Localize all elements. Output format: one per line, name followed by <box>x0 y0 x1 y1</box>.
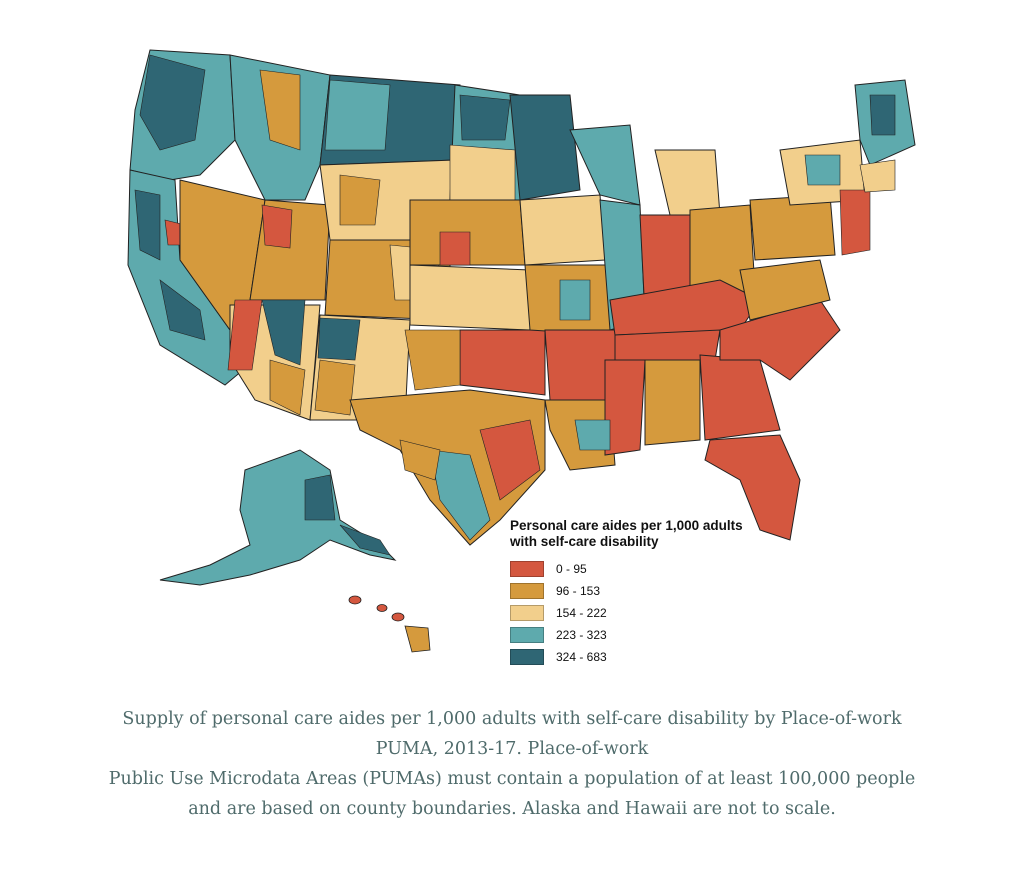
legend-item: 154 - 222 <box>510 602 790 624</box>
figure-caption: Supply of personal care aides per 1,000 … <box>30 704 994 824</box>
legend-item: 0 - 95 <box>510 558 790 580</box>
map-region-mountain-west <box>179 54 331 421</box>
caption-line-2: PUMA, 2013-17. Place-of-work <box>375 739 649 759</box>
legend-item: 324 - 683 <box>510 646 790 668</box>
map-region-hawaii <box>348 595 431 653</box>
legend-swatch-0 <box>510 561 544 577</box>
legend-swatch-4 <box>510 649 544 665</box>
map-region-south <box>544 259 841 541</box>
legend-label-1: 96 - 153 <box>556 584 601 598</box>
legend-label-2: 154 - 222 <box>556 606 607 620</box>
map-region-plains <box>349 84 546 546</box>
map-region-alaska <box>159 449 397 586</box>
map-legend: Personal care aides per 1,000 adults wit… <box>510 518 790 668</box>
legend-swatch-3 <box>510 627 544 643</box>
legend-label-4: 324 - 683 <box>556 650 607 664</box>
legend-title-line-2: with self-care disability <box>510 534 659 549</box>
legend-label-0: 0 - 95 <box>556 562 587 576</box>
caption-line-1: Supply of personal care aides per 1,000 … <box>122 709 902 729</box>
legend-items: 0 - 95 96 - 153 154 - 222 223 - 323 324 … <box>510 558 790 668</box>
legend-item: 96 - 153 <box>510 580 790 602</box>
legend-title: Personal care aides per 1,000 adults wit… <box>510 518 790 550</box>
legend-label-3: 223 - 323 <box>556 628 607 642</box>
legend-item: 223 - 323 <box>510 624 790 646</box>
map-region-rockies <box>309 74 461 421</box>
legend-title-line-1: Personal care aides per 1,000 adults <box>510 518 743 533</box>
caption-line-4: and are based on county boundaries. Alas… <box>188 799 836 819</box>
caption-line-3: Public Use Microdata Areas (PUMAs) must … <box>108 769 916 789</box>
us-choropleth-map <box>127 49 916 653</box>
legend-swatch-2 <box>510 605 544 621</box>
map-region-northeast <box>749 79 916 261</box>
legend-swatch-1 <box>510 583 544 599</box>
map-region-west-coast <box>127 49 256 386</box>
